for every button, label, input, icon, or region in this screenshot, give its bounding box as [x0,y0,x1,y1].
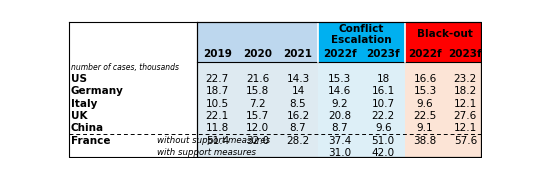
Text: 8.7: 8.7 [331,123,348,133]
Text: 27.6: 27.6 [454,111,477,121]
Text: 15.8: 15.8 [246,86,269,96]
Text: 14.6: 14.6 [328,86,352,96]
Text: 9.2: 9.2 [331,99,348,109]
Text: 9.6: 9.6 [375,123,391,133]
Text: 16.6: 16.6 [413,74,437,84]
Text: Germany: Germany [71,86,124,96]
Text: 16.1: 16.1 [371,86,395,96]
Text: without support measures: without support measures [157,136,270,145]
Text: 9.6: 9.6 [416,99,434,109]
Bar [405,62,486,157]
Text: 10.7: 10.7 [371,99,394,109]
Text: with support measures: with support measures [157,148,256,157]
Text: 16.2: 16.2 [286,111,310,121]
Text: China: China [71,123,104,133]
Text: 23.2: 23.2 [454,74,477,84]
Text: 42.0: 42.0 [371,148,394,158]
Bar [197,62,318,157]
Text: 18.7: 18.7 [206,86,229,96]
Text: 57.6: 57.6 [454,136,477,146]
Text: 15.7: 15.7 [246,111,269,121]
Text: Black-out: Black-out [417,29,473,39]
Text: 15.3: 15.3 [413,86,437,96]
Text: number of cases, thousands: number of cases, thousands [71,63,179,72]
Text: 22.2: 22.2 [371,111,395,121]
Text: 8.7: 8.7 [289,123,306,133]
Text: 7.2: 7.2 [249,99,266,109]
Text: 21.6: 21.6 [246,74,269,84]
Text: 38.8: 38.8 [413,136,437,146]
Text: Conflict
Escalation: Conflict Escalation [331,24,392,45]
Text: Italy: Italy [71,99,97,109]
Text: 22.1: 22.1 [206,111,229,121]
Text: 2020: 2020 [243,49,272,59]
Text: 2019: 2019 [203,49,232,59]
Bar [318,62,405,157]
Text: 32.0: 32.0 [246,136,269,146]
Text: 22.7: 22.7 [206,74,229,84]
Text: 28.2: 28.2 [286,136,310,146]
Text: 51.0: 51.0 [371,136,394,146]
Text: 8.5: 8.5 [289,99,306,109]
Bar [197,22,318,62]
Text: 15.3: 15.3 [328,74,352,84]
Text: 9.1: 9.1 [416,123,434,133]
Text: 31.0: 31.0 [328,148,352,158]
Text: 12.1: 12.1 [454,99,477,109]
Text: 20.8: 20.8 [328,111,352,121]
Text: 18.2: 18.2 [454,86,477,96]
Text: 12.1: 12.1 [454,123,477,133]
Text: 2023f: 2023f [367,49,400,59]
Text: 11.8: 11.8 [206,123,229,133]
Text: 51.4: 51.4 [206,136,229,146]
Text: 2023f: 2023f [449,49,482,59]
Text: 10.5: 10.5 [206,99,229,109]
Text: 14: 14 [292,86,304,96]
Text: France: France [71,136,110,146]
Text: 2022f: 2022f [323,49,356,59]
Text: 2022f: 2022f [408,49,442,59]
Text: 37.4: 37.4 [328,136,352,146]
Text: 14.3: 14.3 [286,74,310,84]
Text: 2021: 2021 [284,49,312,59]
Text: US: US [71,74,87,84]
Text: 12.0: 12.0 [246,123,269,133]
Bar [405,22,486,62]
Text: 22.5: 22.5 [413,111,437,121]
Text: UK: UK [71,111,87,121]
Text: 18: 18 [377,74,390,84]
Bar [318,22,405,62]
